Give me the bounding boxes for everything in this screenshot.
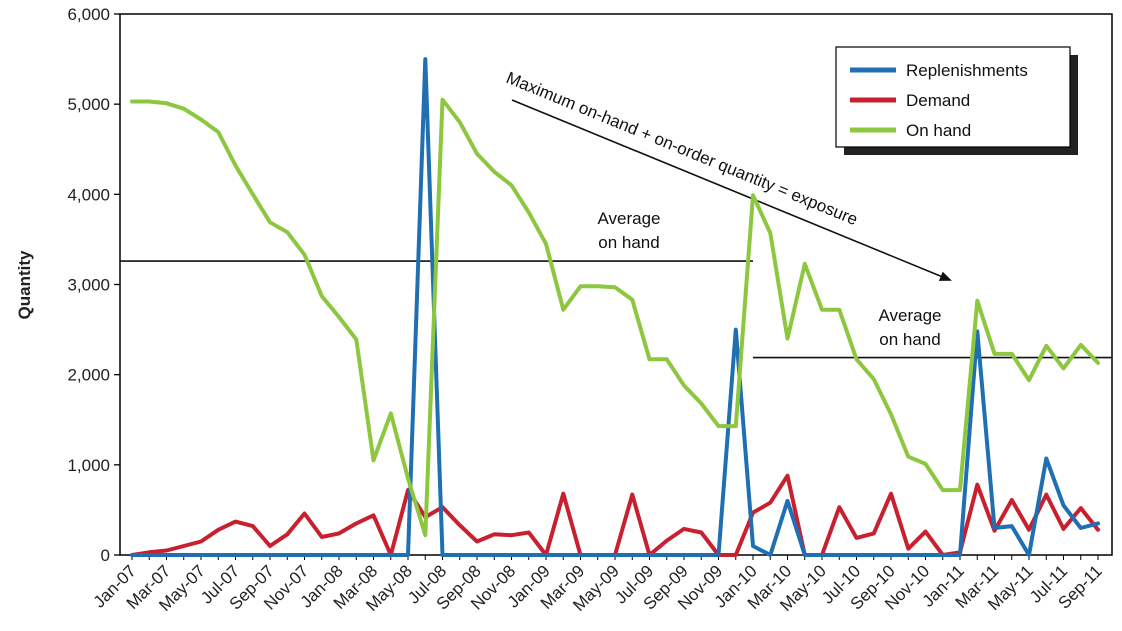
- avg1-label-line1: Average: [597, 209, 660, 228]
- y-tick-label: 0: [101, 546, 110, 565]
- y-axis-title: Quantity: [15, 250, 34, 319]
- y-tick-label: 3,000: [67, 276, 110, 295]
- series-line-replenishments: [130, 57, 1100, 557]
- y-tick-label: 5,000: [67, 95, 110, 114]
- series-lines: [130, 57, 1100, 557]
- legend-label: On hand: [906, 121, 971, 140]
- legend: Replenishments Demand On hand: [835, 46, 1078, 155]
- x-axis: Jan-07Mar-07May-07Jul-07Sep-07Nov-07Jan-…: [90, 555, 1106, 615]
- exposure-label: Maximum on-hand + on-order quantity = ex…: [503, 68, 860, 229]
- y-tick-label: 4,000: [67, 185, 110, 204]
- y-tick-label: 6,000: [67, 5, 110, 24]
- y-axis: 0 1,000 2,000 3,000 4,000 5,000 6,000: [67, 5, 120, 565]
- y-tick-label: 1,000: [67, 456, 110, 475]
- avg1-label-line2: on hand: [598, 233, 659, 252]
- average-lines: [120, 260, 1112, 359]
- series-line-on-hand: [130, 97, 1100, 538]
- legend-label: Replenishments: [906, 61, 1028, 80]
- exposure-arrow: [511, 99, 952, 281]
- avg2-label-line1: Average: [878, 306, 941, 325]
- avg2-label-line2: on hand: [879, 330, 940, 349]
- series-line-demand: [130, 473, 1100, 557]
- legend-label: Demand: [906, 91, 970, 110]
- y-tick-label: 2,000: [67, 366, 110, 385]
